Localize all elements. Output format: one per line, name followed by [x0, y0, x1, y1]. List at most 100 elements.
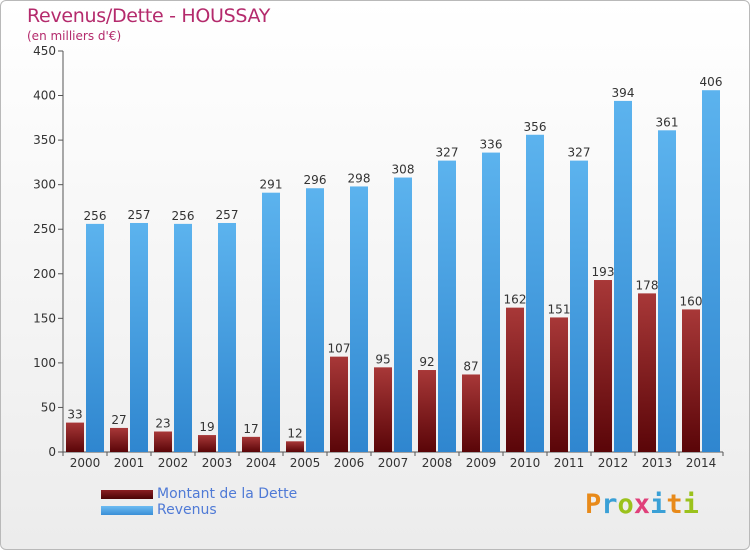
legend-swatch-revenue	[101, 506, 153, 515]
bar-revenue	[262, 192, 280, 453]
logo-letter: i	[650, 489, 667, 520]
legend-label-debt: Montant de la Dette	[157, 486, 298, 502]
bar-debt	[682, 309, 700, 452]
y-tick-label: 350	[33, 133, 56, 147]
value-label-debt: 178	[636, 278, 659, 292]
value-label-revenue: 327	[436, 146, 459, 160]
bar-revenue	[482, 152, 500, 452]
logo-letter: i	[682, 489, 699, 520]
bar-debt	[374, 367, 392, 452]
bar-debt	[594, 280, 612, 452]
value-label-debt: 95	[375, 352, 390, 366]
bar-debt	[198, 435, 216, 452]
bars	[66, 90, 720, 453]
y-tick-label: 450	[33, 44, 56, 58]
value-label-debt: 162	[504, 293, 527, 307]
x-tick-label: 2011	[554, 456, 585, 470]
logo-letter: x	[633, 489, 651, 520]
x-tick-label: 2013	[642, 456, 673, 470]
bar-debt	[330, 356, 348, 452]
value-label-debt: 92	[419, 355, 434, 369]
x-tick-label: 2003	[202, 456, 233, 470]
value-label-debt: 87	[463, 359, 478, 373]
logo-letter: o	[617, 489, 634, 520]
y-tick-label: 300	[33, 178, 56, 192]
bar-debt	[550, 317, 568, 452]
x-tick-label: 2001	[114, 456, 145, 470]
x-tick-label: 2009	[466, 456, 497, 470]
axes: 0 50 100 150 200 250 300 350 400 450 2000 2001 2002 2…	[33, 44, 724, 470]
x-tick-label: 2004	[246, 456, 277, 470]
x-tick-label: 2007	[378, 456, 409, 470]
chart-subtitle: (en milliers d'€)	[27, 29, 122, 43]
legend-label-revenue: Revenus	[157, 502, 217, 518]
x-tick-label: 2002	[158, 456, 189, 470]
logo-letter: r	[601, 489, 618, 520]
y-tick-label: 150	[33, 311, 56, 325]
bar-debt	[506, 307, 524, 452]
y-tick-label: 0	[48, 445, 56, 459]
value-label-debt: 151	[548, 302, 571, 316]
bar-revenue	[438, 160, 456, 452]
value-label-debt: 33	[67, 408, 82, 422]
y-tick-label: 50	[41, 400, 56, 414]
y-tick-label: 250	[33, 222, 56, 236]
x-tick-label: 2000	[70, 456, 101, 470]
bar-revenue	[570, 160, 588, 452]
y-tick-label: 100	[33, 356, 56, 370]
x-tick-label: 2010	[510, 456, 541, 470]
value-label-revenue: 406	[700, 75, 723, 89]
value-label-revenue: 361	[656, 115, 679, 129]
value-label-debt: 160	[680, 294, 703, 308]
value-label-revenue: 308	[392, 163, 415, 177]
x-tick-label: 2005	[290, 456, 321, 470]
value-label-debt: 12	[287, 426, 302, 440]
legend-swatch-debt	[101, 490, 153, 499]
bar-debt	[286, 441, 304, 452]
y-tick-label: 400	[33, 89, 56, 103]
value-label-debt: 19	[199, 420, 214, 434]
bar-revenue	[394, 177, 412, 452]
bar-debt	[66, 422, 84, 452]
value-label-debt: 107	[328, 342, 351, 356]
value-label-revenue: 356	[524, 120, 547, 134]
bar-revenue	[350, 186, 368, 452]
x-tick-label: 2006	[334, 456, 365, 470]
bar-revenue	[130, 222, 148, 452]
value-label-debt: 23	[155, 417, 170, 431]
bar-revenue	[86, 223, 104, 452]
value-label-revenue: 257	[128, 208, 151, 222]
chart-title: Revenus/Dette - HOUSSAY	[27, 5, 271, 27]
x-tick-label: 2012	[598, 456, 629, 470]
bar-debt	[418, 370, 436, 452]
bar-revenue	[702, 90, 720, 452]
bar-debt	[462, 374, 480, 452]
bar-debt	[110, 427, 128, 452]
bar-debt	[242, 436, 260, 452]
logo-letter: t	[666, 489, 683, 520]
value-label-revenue: 257	[216, 208, 239, 222]
logo-letter: P	[585, 489, 602, 520]
value-label-revenue: 291	[260, 178, 283, 192]
value-label-revenue: 298	[348, 171, 371, 185]
value-label-debt: 27	[111, 413, 126, 427]
x-tick-label: 2008	[422, 456, 453, 470]
bar-revenue	[306, 188, 324, 452]
value-label-revenue: 394	[612, 86, 635, 100]
value-label-debt: 193	[592, 265, 615, 279]
value-label-revenue: 327	[568, 146, 591, 160]
bar-revenue	[174, 223, 192, 452]
x-tick-label: 2014	[686, 456, 717, 470]
bar-debt	[154, 431, 172, 452]
value-label-revenue: 256	[84, 209, 107, 223]
bar-revenue	[218, 222, 236, 452]
bar-debt	[638, 293, 656, 452]
y-tick-label: 200	[33, 267, 56, 281]
value-label-revenue: 336	[480, 138, 503, 152]
value-labels: 33 256 27 257 23 256 19 257 17 291 12 296 107 298 95 30…	[67, 75, 722, 440]
bar-revenue	[658, 130, 676, 452]
proxiti-logo: Proxiti	[585, 489, 699, 520]
bar-revenue	[526, 134, 544, 452]
